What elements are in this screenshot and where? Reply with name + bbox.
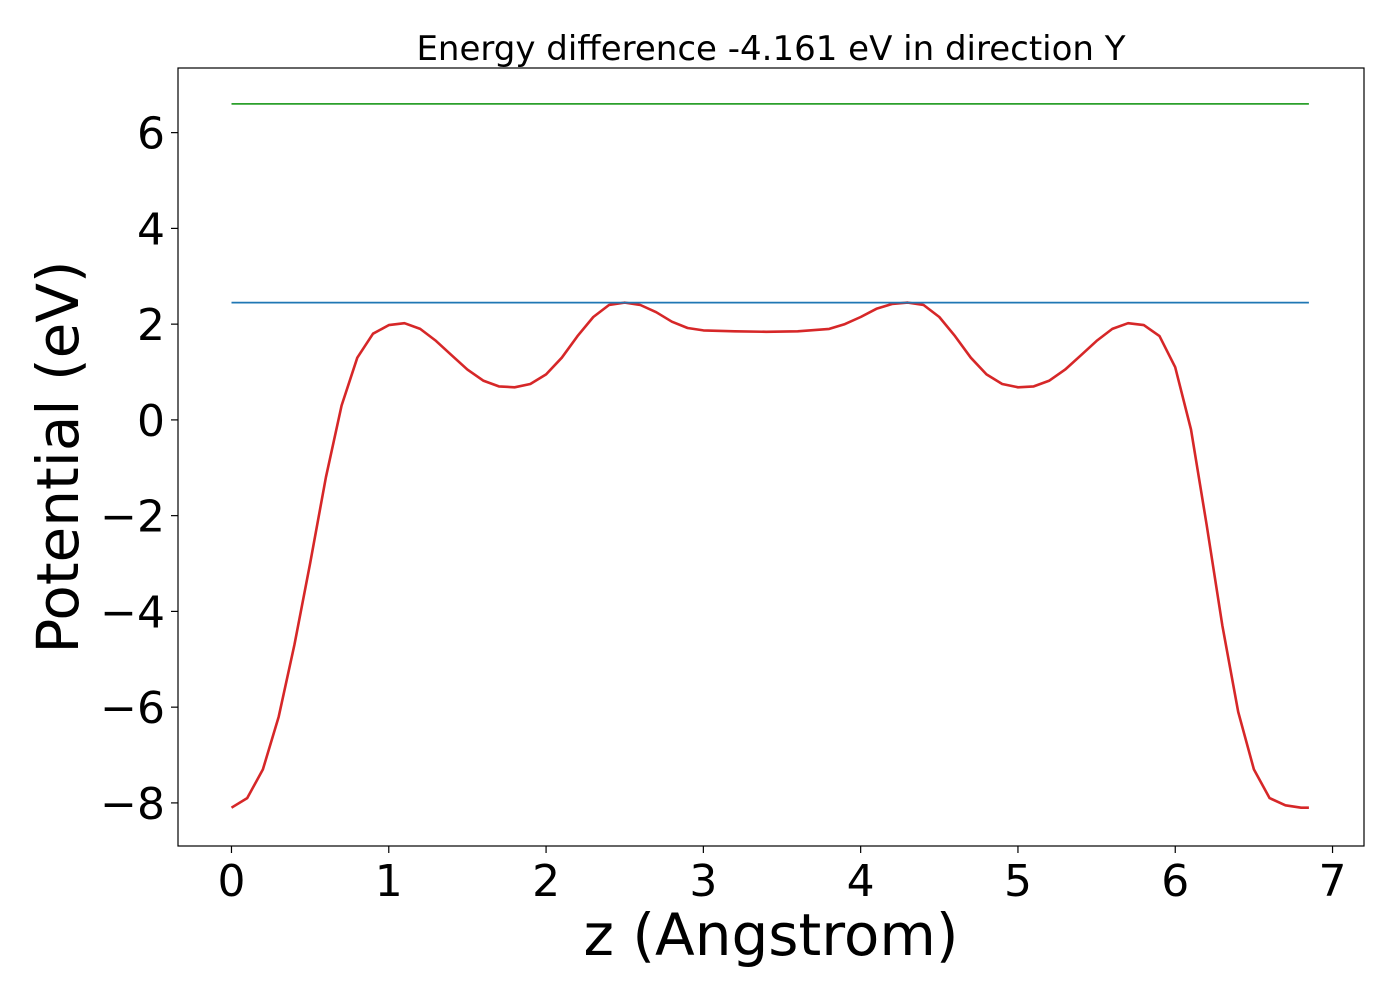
x-axis-ticks: 0 1 2 3 4 5 6 7 [217, 846, 1347, 907]
y-tick-label: 2 [137, 300, 165, 351]
x-tick-label: 6 [1161, 856, 1189, 907]
y-axis-ticks: −8 −6 −4 −2 0 2 4 6 [100, 109, 178, 830]
y-tick-label: 4 [137, 204, 165, 255]
x-tick-label: 3 [689, 856, 717, 907]
series-line-0 [230, 301, 1309, 810]
x-tick-label: 0 [217, 856, 245, 907]
plot-lines [230, 103, 1309, 810]
x-tick-label: 2 [532, 856, 560, 907]
x-tick-label: 7 [1319, 856, 1347, 907]
y-tick-label: −8 [100, 779, 165, 830]
y-tick-label: 6 [137, 109, 165, 160]
y-tick-label: −4 [100, 587, 165, 638]
chart-title: Energy difference -4.161 eV in direction… [416, 29, 1125, 69]
x-axis-label: z (Angstrom) [584, 901, 959, 969]
y-tick-label: −2 [100, 492, 165, 543]
x-tick-label: 5 [1004, 856, 1032, 907]
x-tick-label: 1 [375, 856, 403, 907]
y-tick-label: 0 [137, 396, 165, 447]
y-tick-label: −6 [100, 683, 165, 734]
axes-frame [177, 67, 1365, 847]
y-axis-label: Potential (eV) [24, 260, 92, 653]
x-tick-label: 4 [847, 856, 875, 907]
